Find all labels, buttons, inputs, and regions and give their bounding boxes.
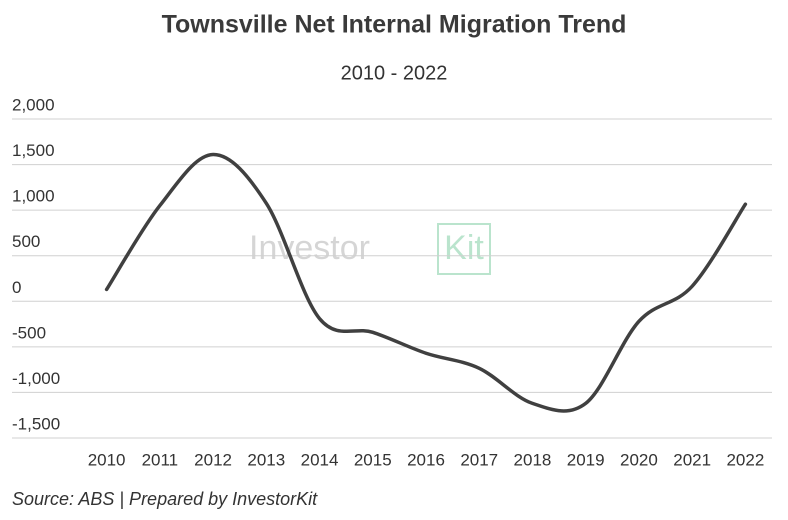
x-tick-label: 2016: [407, 450, 445, 469]
y-tick-label: 500: [12, 232, 40, 251]
y-tick-label: 1,500: [12, 141, 55, 160]
x-tick-label: 2014: [301, 450, 339, 469]
x-tick-label: 2017: [460, 450, 498, 469]
y-tick-label: 2,000: [12, 95, 55, 114]
x-tick-label: 2011: [142, 450, 179, 469]
x-tick-label: 2012: [194, 450, 232, 469]
y-tick-label: -500: [12, 323, 46, 342]
y-tick-label: -1,500: [12, 414, 60, 433]
x-tick-label: 2010: [88, 450, 126, 469]
x-tick-label: 2021: [673, 450, 711, 469]
watermark-text: Investor: [249, 229, 370, 267]
x-tick-label: 2020: [620, 450, 658, 469]
y-tick-label: 1,000: [12, 187, 55, 206]
chart-subtitle: 2010 - 2022: [341, 62, 448, 84]
y-tick-label: -1,000: [12, 369, 60, 388]
line-series: [104, 152, 748, 413]
x-tick-label: 2019: [567, 450, 605, 469]
watermark-box: [437, 223, 491, 275]
watermark-box-text: Kit: [444, 229, 484, 267]
y-tick-label: 0: [12, 278, 21, 297]
source-note: Source: ABS | Prepared by InvestorKit: [12, 489, 318, 509]
x-tick-label: 2022: [726, 450, 764, 469]
x-tick-label: 2018: [514, 450, 552, 469]
chart-title: Townsville Net Internal Migration Trend: [162, 11, 627, 39]
x-tick-label: 2013: [247, 450, 285, 469]
watermark: Investor Kit: [249, 223, 491, 275]
x-tick-label: 2015: [354, 450, 392, 469]
